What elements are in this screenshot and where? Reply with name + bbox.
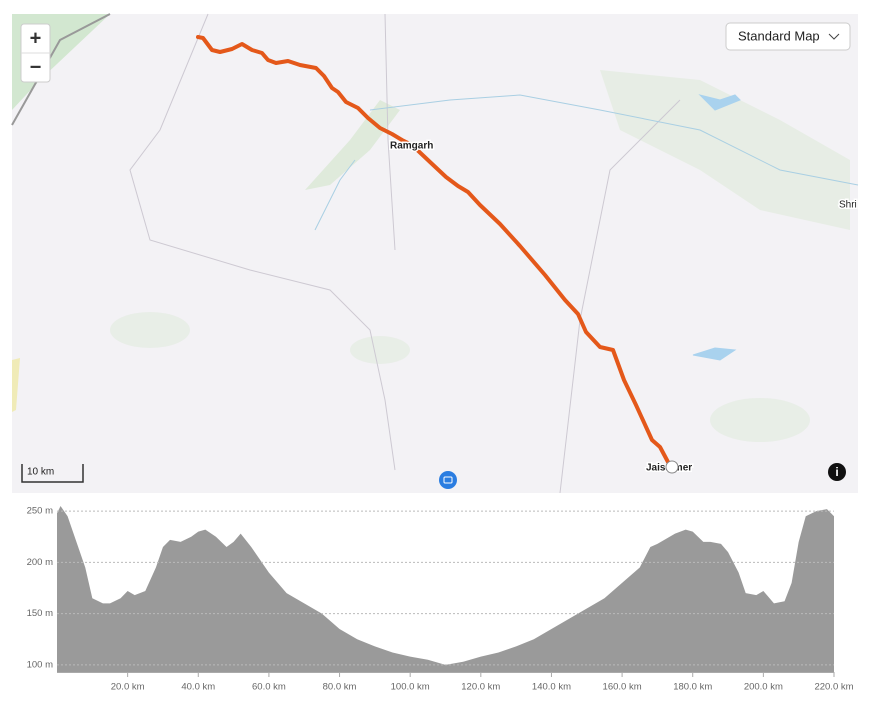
place-label: Shri: [839, 200, 857, 211]
x-tick-label: 20.0 km: [111, 682, 145, 693]
dropdown-arrow: [828, 33, 840, 40]
zoom-controls: + −: [20, 23, 51, 83]
scale-label: 10 km: [27, 467, 54, 478]
y-tick-label: 250 m: [27, 506, 53, 517]
info-button[interactable]: [828, 463, 846, 481]
x-tick-label: 40.0 km: [181, 682, 215, 693]
x-tick-label: 80.0 km: [323, 682, 357, 693]
info-icon: i: [835, 465, 838, 479]
route: [196, 35, 670, 464]
x-tick-label: 120.0 km: [461, 682, 500, 693]
finish-marker: [665, 460, 679, 474]
x-tick-label: 160.0 km: [603, 682, 642, 693]
scale-bar: [21, 464, 84, 483]
zoom-out[interactable]: −: [30, 56, 42, 78]
x-tick-label: 220.0 km: [814, 682, 853, 693]
camera-icon: [443, 476, 453, 484]
x-tick-label: 180.0 km: [673, 682, 712, 693]
map-lines: [11, 13, 859, 494]
x-tick-label: 100.0 km: [391, 682, 430, 693]
x-tick-label: 200.0 km: [744, 682, 783, 693]
y-tick-label: 150 m: [27, 608, 53, 619]
elevation-chart: 100 m 150 m 200 m 250 m 20.0 km 40.0 km 60.0 k…: [27, 506, 854, 693]
x-tick-label: 140.0 km: [532, 682, 571, 693]
zoom-in[interactable]: +: [30, 27, 42, 49]
place-label: Ramgarh: [390, 141, 433, 152]
elevation-area: [57, 506, 834, 672]
photo-button[interactable]: [439, 471, 457, 489]
x-tick-label: 60.0 km: [252, 682, 286, 693]
layer-button-label: Standard Map: [738, 28, 820, 43]
layer-button[interactable]: [725, 22, 851, 51]
y-tick-label: 200 m: [27, 557, 53, 568]
y-tick-label: 100 m: [27, 659, 53, 670]
